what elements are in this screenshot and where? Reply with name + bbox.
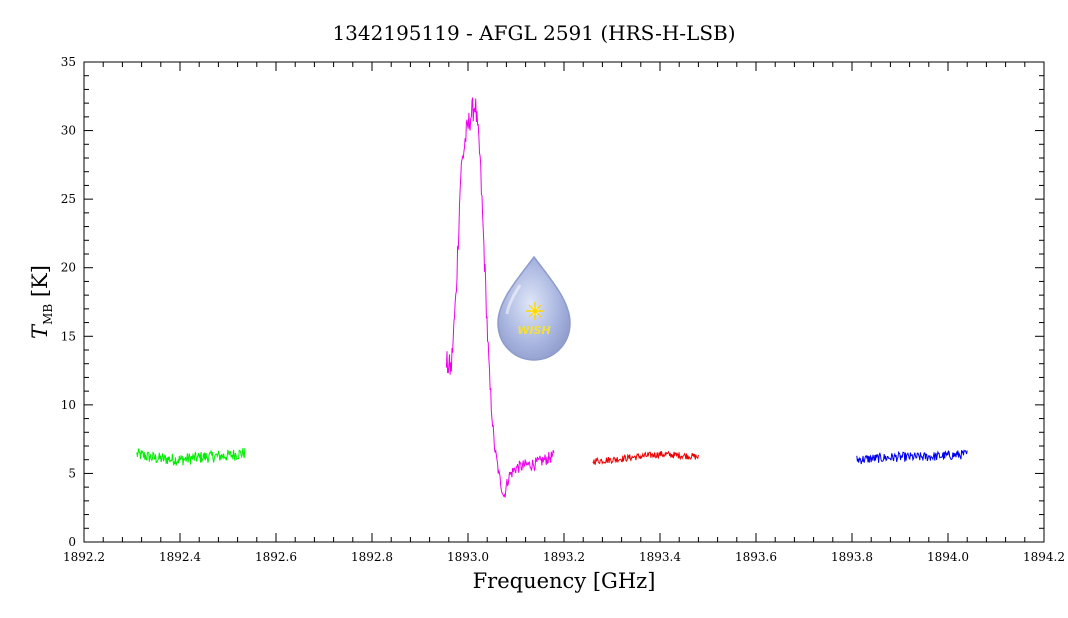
y-tick-label: 5 [68, 466, 76, 480]
x-tick-label: 1892.2 [63, 550, 105, 564]
tick-labels: 1892.2 1892.4 1892.6 1892.8 1893.0 1893.2 1893… [61, 55, 1065, 564]
axis-ticks [83, 61, 1045, 543]
y-tick-label: 35 [61, 55, 76, 69]
x-tick-label: 1892.6 [255, 550, 297, 564]
y-axis-label: TMB [K] [28, 265, 55, 339]
y-tick-label: 30 [61, 124, 76, 138]
y-tick-label: 20 [61, 261, 76, 275]
y-tick-label: 15 [61, 329, 76, 343]
x-tick-label: 1893.2 [543, 550, 585, 564]
spectrum-series [136, 447, 246, 466]
series-group [136, 97, 968, 498]
x-tick-label: 1893.0 [447, 550, 489, 564]
y-axis-unit: [K] [28, 265, 52, 304]
y-tick-label: 10 [61, 398, 76, 412]
x-axis-label: Frequency [GHz] [473, 569, 656, 593]
wish-logo: WISH [497, 255, 571, 361]
logo-text: WISH [517, 324, 550, 337]
spectrum-series [592, 450, 699, 466]
x-tick-label: 1894.0 [927, 550, 969, 564]
x-tick-label: 1893.6 [735, 550, 777, 564]
x-tick-label: 1893.4 [639, 550, 681, 564]
chart-title: 1342195119 - AFGL 2591 (HRS-H-LSB) [332, 21, 735, 45]
spectrum-series [445, 97, 555, 498]
x-tick-label: 1893.8 [831, 550, 873, 564]
y-axis-symbol: T [28, 323, 52, 339]
x-tick-label: 1892.8 [351, 550, 393, 564]
y-axis-subscript: MB [41, 304, 55, 325]
y-tick-label: 0 [68, 535, 76, 549]
y-tick-label: 25 [61, 192, 76, 206]
star-icon [526, 302, 544, 320]
drop-highlight [505, 284, 522, 315]
spectrum-series [856, 449, 968, 465]
x-tick-label: 1892.4 [159, 550, 201, 564]
x-tick-label: 1894.2 [1023, 550, 1065, 564]
